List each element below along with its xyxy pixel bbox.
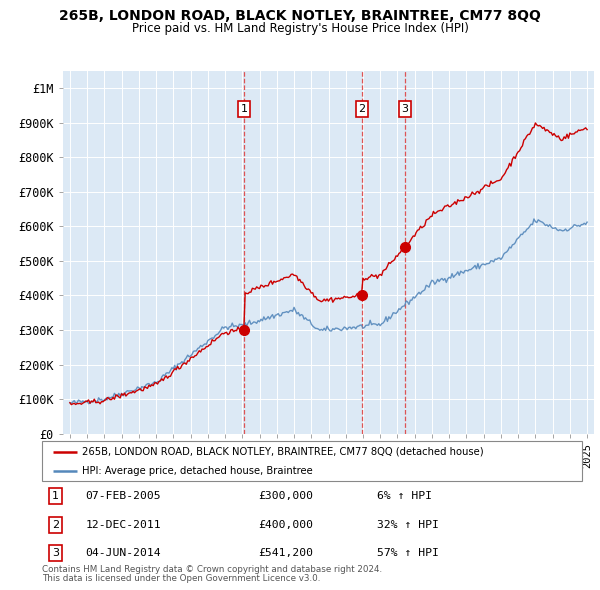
Text: £300,000: £300,000 — [258, 491, 313, 502]
Text: 32% ↑ HPI: 32% ↑ HPI — [377, 520, 439, 530]
Text: 57% ↑ HPI: 57% ↑ HPI — [377, 548, 439, 558]
Text: 6% ↑ HPI: 6% ↑ HPI — [377, 491, 432, 502]
FancyBboxPatch shape — [42, 441, 582, 481]
Text: Contains HM Land Registry data © Crown copyright and database right 2024.: Contains HM Land Registry data © Crown c… — [42, 565, 382, 574]
Text: Price paid vs. HM Land Registry's House Price Index (HPI): Price paid vs. HM Land Registry's House … — [131, 22, 469, 35]
Text: 3: 3 — [52, 548, 59, 558]
Text: 2: 2 — [52, 520, 59, 530]
Text: 2: 2 — [359, 104, 365, 114]
Text: 1: 1 — [52, 491, 59, 502]
Text: £541,200: £541,200 — [258, 548, 313, 558]
Text: £400,000: £400,000 — [258, 520, 313, 530]
Text: This data is licensed under the Open Government Licence v3.0.: This data is licensed under the Open Gov… — [42, 574, 320, 583]
Text: 265B, LONDON ROAD, BLACK NOTLEY, BRAINTREE, CM77 8QQ (detached house): 265B, LONDON ROAD, BLACK NOTLEY, BRAINTR… — [83, 447, 484, 457]
Text: 3: 3 — [401, 104, 409, 114]
Text: 265B, LONDON ROAD, BLACK NOTLEY, BRAINTREE, CM77 8QQ: 265B, LONDON ROAD, BLACK NOTLEY, BRAINTR… — [59, 9, 541, 23]
Text: 04-JUN-2014: 04-JUN-2014 — [85, 548, 161, 558]
Text: HPI: Average price, detached house, Braintree: HPI: Average price, detached house, Brai… — [83, 466, 313, 476]
Text: 1: 1 — [241, 104, 248, 114]
Text: 07-FEB-2005: 07-FEB-2005 — [85, 491, 161, 502]
Text: 12-DEC-2011: 12-DEC-2011 — [85, 520, 161, 530]
